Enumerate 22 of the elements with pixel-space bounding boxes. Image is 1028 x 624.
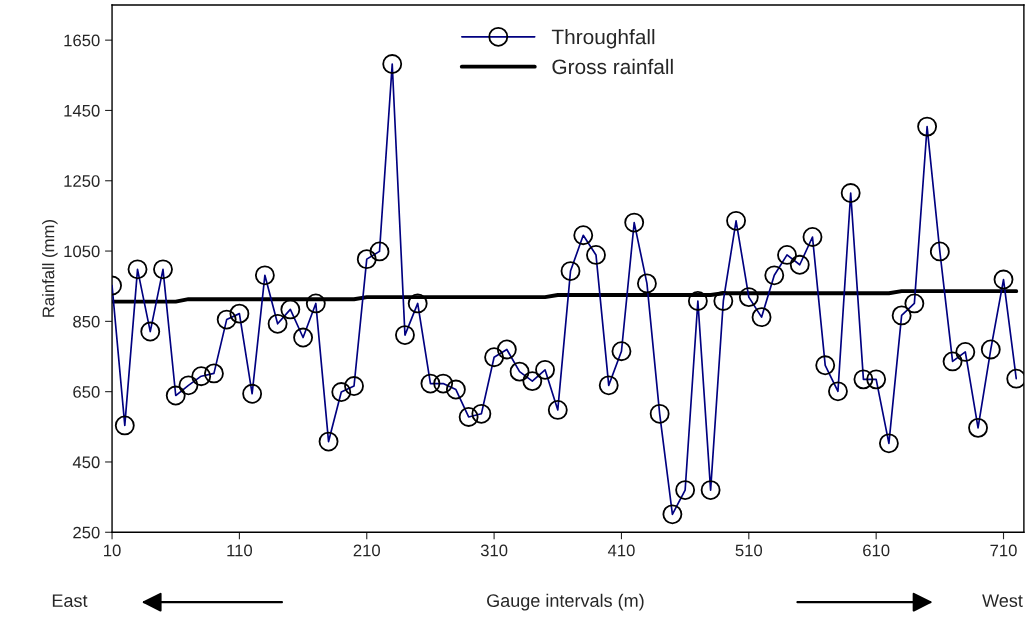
y-axis-title: Rainfall (mm) (42, 220, 58, 317)
x-tick-label: 410 (607, 544, 635, 557)
y-tick-label: 1450 (64, 104, 100, 117)
text: West (982, 594, 1023, 608)
y-tick-label: 1050 (64, 245, 100, 258)
text: East (52, 594, 88, 608)
x-tick-label: 10 (104, 544, 121, 557)
x-tick-label: 710 (990, 544, 1017, 557)
y-tick-label: 450 (72, 456, 100, 469)
x-tick-label: 610 (863, 544, 890, 557)
legend-label: Gross rainfall (552, 58, 673, 75)
y-tick-label: 250 (73, 526, 100, 539)
y-tick-label: 650 (73, 386, 100, 398)
y-tick-label: 850 (73, 315, 100, 328)
legend-label: Throughfall (551, 29, 655, 49)
x-tick-label: 310 (480, 544, 508, 557)
x-tick-label: 110 (227, 544, 253, 557)
x-tick-label: 510 (735, 544, 763, 557)
x-tick-label: 210 (353, 544, 381, 557)
x-axis-title: Gauge intervals (m) (487, 593, 644, 611)
y-tick-label: 1650 (64, 34, 100, 47)
y-tick-label: 1250 (64, 175, 100, 187)
